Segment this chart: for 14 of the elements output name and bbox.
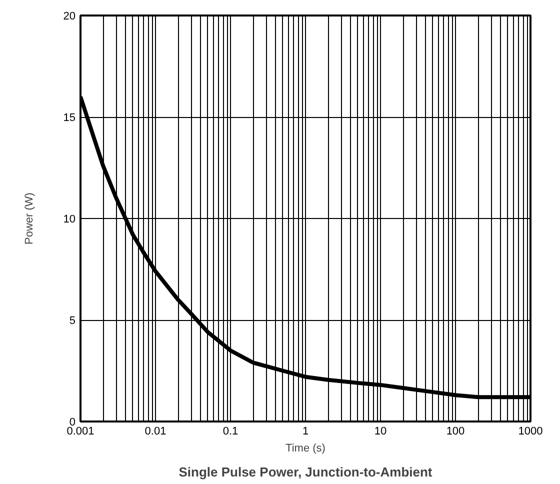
- x-tick-label: 10: [374, 426, 387, 438]
- x-tick-label: 1: [302, 426, 309, 438]
- text: Single Pulse Power, Junction-to-Ambient: [178, 464, 433, 480]
- y-tick-label: 5: [69, 315, 76, 327]
- x-tick-label: 0.01: [144, 426, 166, 438]
- x-tick-label: 100: [446, 426, 465, 438]
- x-axis-title: Time (s): [286, 442, 326, 454]
- y-tick-label: 20: [63, 10, 76, 22]
- x-tick-label: 1000: [518, 426, 543, 438]
- x-tick-label: 0.1: [222, 426, 238, 438]
- x-tick-label: 0.001: [66, 426, 94, 438]
- y-tick-label: 10: [63, 214, 76, 226]
- y-axis-title: Power (W): [23, 192, 36, 244]
- y-tick-label: 15: [63, 112, 76, 124]
